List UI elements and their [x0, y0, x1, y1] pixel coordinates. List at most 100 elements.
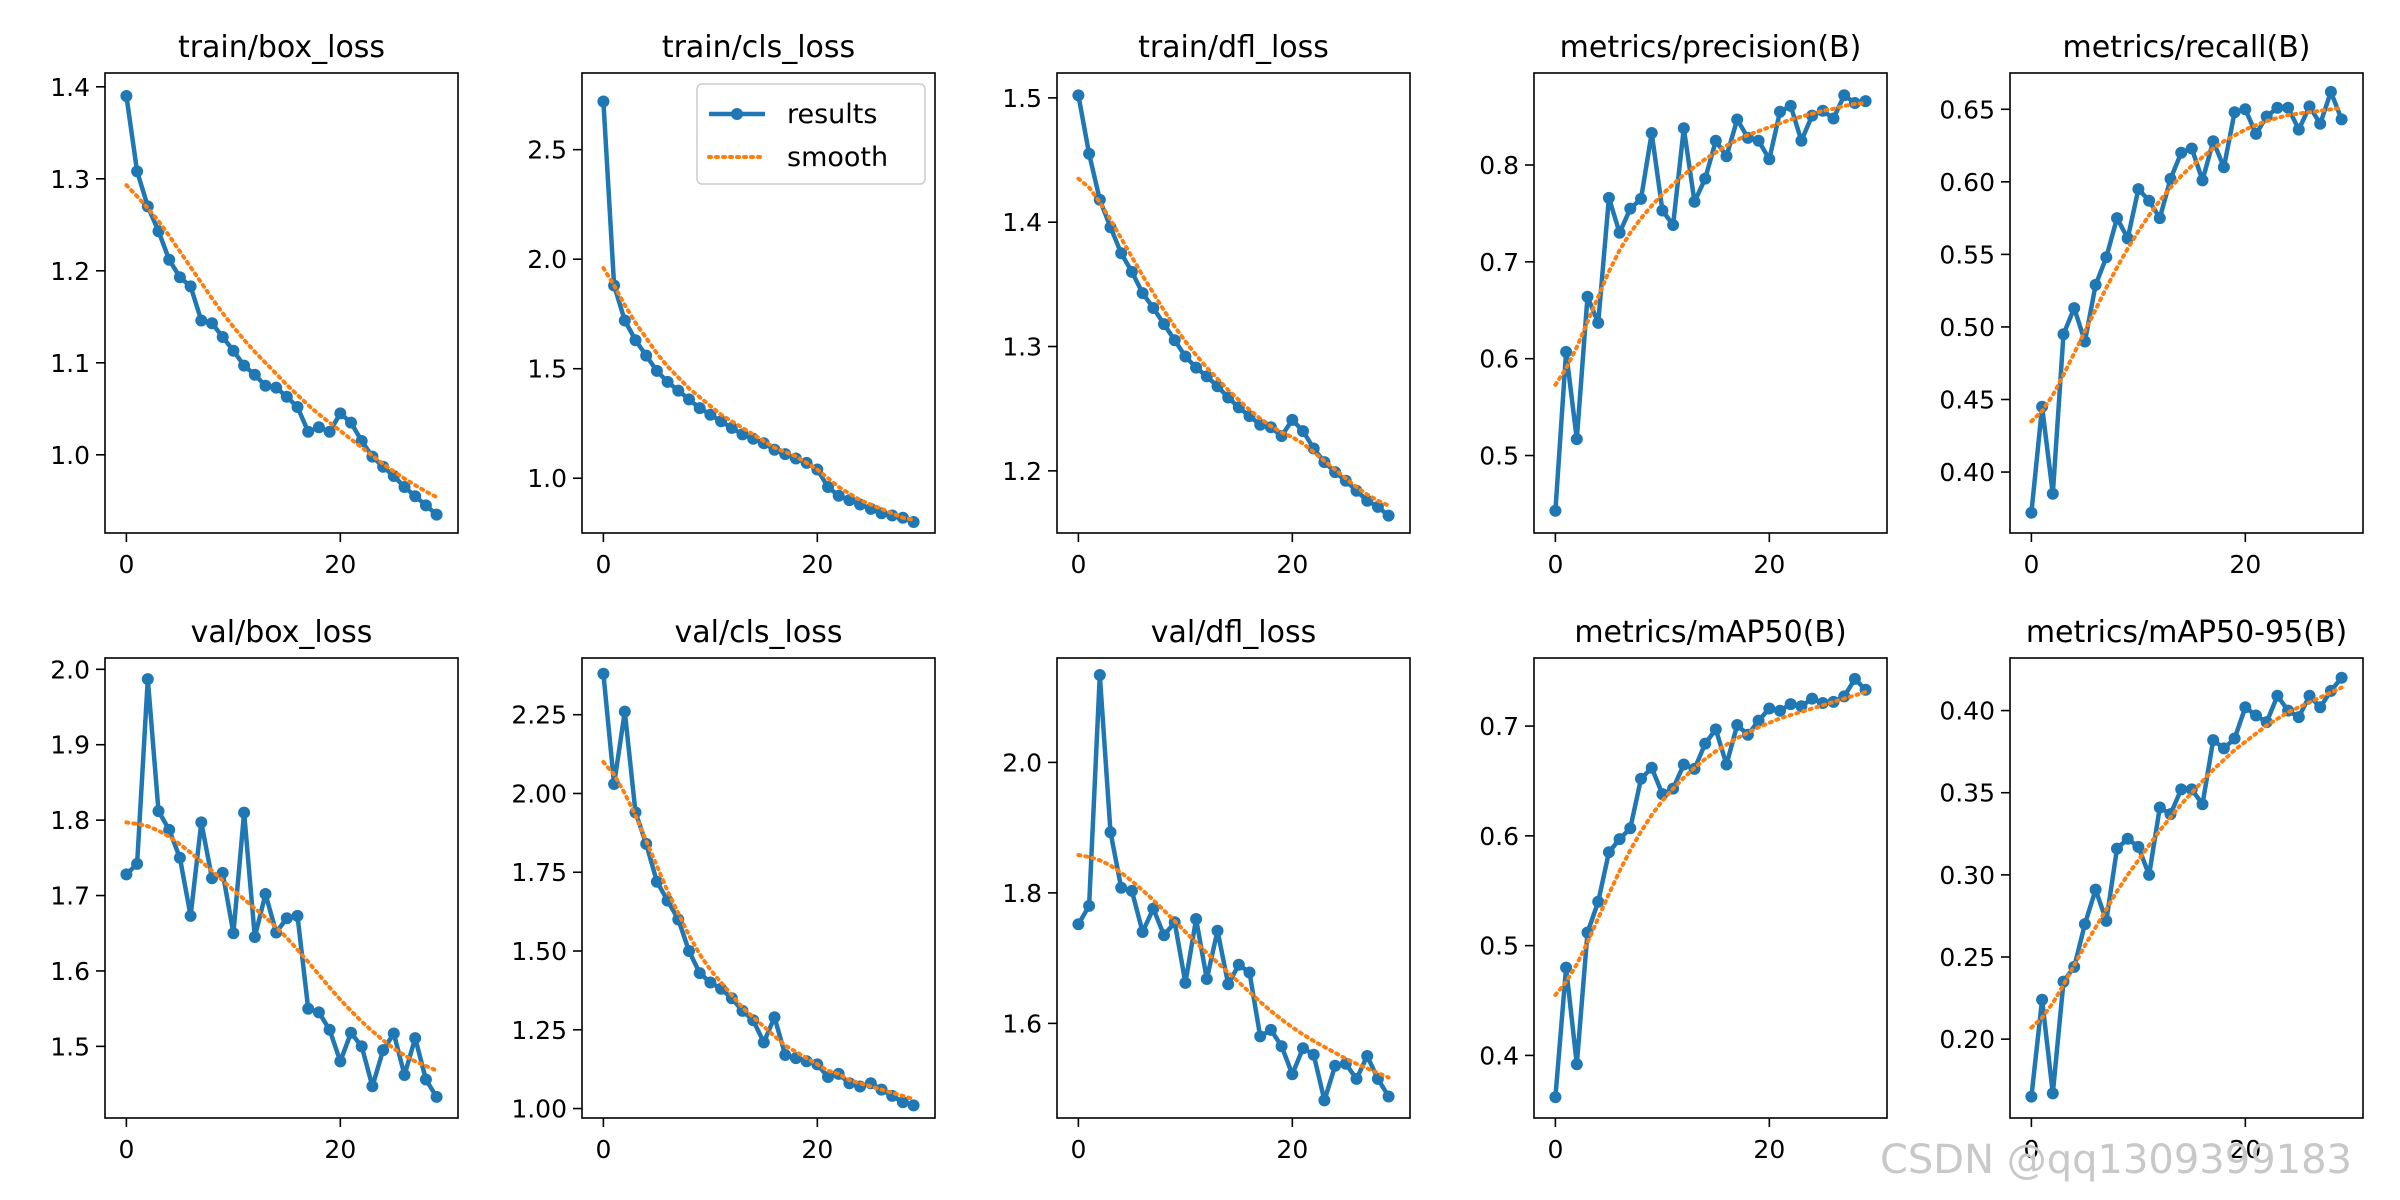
- y-tick-label: 0.7: [1479, 248, 1519, 277]
- y-tick-label: 1.7: [50, 882, 90, 911]
- y-tick-label: 0.55: [1939, 240, 1995, 269]
- results-point: [313, 421, 325, 433]
- results-point: [1721, 150, 1733, 162]
- results-point: [833, 490, 845, 502]
- results-point: [1083, 900, 1095, 912]
- y-tick-label: 0.30: [1939, 861, 1995, 890]
- results-point: [131, 165, 143, 177]
- results-point: [260, 888, 272, 900]
- results-point: [2239, 103, 2251, 115]
- results-point: [249, 369, 261, 381]
- results-point: [1190, 362, 1202, 374]
- results-point: [1158, 929, 1170, 941]
- results-point: [2293, 711, 2305, 723]
- results-point: [1656, 205, 1668, 217]
- results-point: [1286, 414, 1298, 426]
- results-point: [249, 931, 261, 943]
- results-point: [1361, 1050, 1373, 1062]
- smooth-line: [1555, 103, 1865, 385]
- results-point: [726, 422, 738, 434]
- results-point: [1179, 977, 1191, 989]
- results-point: [1774, 106, 1786, 118]
- y-tick-label: 1.50: [511, 937, 567, 966]
- results-point: [769, 1011, 781, 1023]
- results-point: [2175, 783, 2187, 795]
- results-point: [1635, 773, 1647, 785]
- results-point: [1105, 826, 1117, 838]
- results-point: [1646, 127, 1658, 139]
- y-tick-label: 1.8: [1002, 879, 1042, 908]
- chart-title: val/box_loss: [191, 615, 373, 650]
- y-tick-label: 1.2: [50, 257, 90, 286]
- y-tick-label: 1.4: [1002, 208, 1042, 237]
- results-point: [1731, 114, 1743, 126]
- y-tick-label: 1.0: [527, 464, 567, 493]
- results-point: [345, 1027, 357, 1039]
- results-point: [1828, 113, 1840, 125]
- results-point: [619, 706, 631, 718]
- results-point: [431, 509, 443, 521]
- y-tick-label: 0.45: [1939, 385, 1995, 414]
- chart-panel-metrics-precision-b: metrics/precision(B)0 200.50.60.70.8: [1479, 30, 1887, 579]
- results-point: [2122, 833, 2134, 845]
- y-tick-label: 1.5: [527, 355, 567, 384]
- results-point: [597, 668, 609, 680]
- results-point: [1233, 959, 1245, 971]
- y-tick-label: 1.9: [50, 731, 90, 760]
- results-point: [1383, 510, 1395, 522]
- results-point: [185, 280, 197, 292]
- results-point: [779, 1049, 791, 1061]
- results-point: [324, 426, 336, 438]
- x-tick-label: 0: [118, 550, 134, 579]
- results-point: [1383, 1091, 1395, 1103]
- results-point: [758, 1036, 770, 1048]
- results-point: [420, 499, 432, 511]
- results-point: [2186, 783, 2198, 795]
- results-point: [217, 331, 229, 343]
- results-point: [1179, 351, 1191, 363]
- results-point: [163, 254, 175, 266]
- chart-title: metrics/precision(B): [1560, 30, 1862, 65]
- axes-frame: [1057, 658, 1410, 1118]
- results-point: [1582, 291, 1594, 303]
- results-point: [2271, 102, 2283, 114]
- results-point: [2154, 802, 2166, 814]
- y-tick-label: 0.40: [1939, 697, 1995, 726]
- results-line: [1078, 95, 1388, 515]
- results-point: [2143, 869, 2155, 881]
- results-point: [2025, 1091, 2037, 1103]
- y-tick-label: 2.5: [527, 136, 567, 165]
- results-point: [1549, 505, 1561, 517]
- results-point: [1137, 287, 1149, 299]
- results-point: [2293, 124, 2305, 136]
- results-point: [1308, 1049, 1320, 1061]
- y-tick-label: 0.7: [1479, 712, 1519, 741]
- results-point: [2079, 918, 2091, 930]
- results-point: [1329, 1060, 1341, 1072]
- results-point: [1137, 926, 1149, 938]
- results-point: [1635, 193, 1647, 205]
- results-point: [2207, 734, 2219, 746]
- results-point: [2282, 102, 2294, 114]
- chart-panel-val-box-loss: val/box_loss 0 20 1.5 1.6 1.7 1.8 1.9 2.0: [50, 615, 458, 1164]
- smooth-line: [126, 185, 436, 497]
- results-point: [2068, 302, 2080, 314]
- x-tick-label: 20: [1753, 550, 1785, 579]
- results-point: [356, 1040, 368, 1052]
- results-point: [1094, 669, 1106, 681]
- results-point: [2314, 118, 2326, 130]
- results-point: [206, 317, 218, 329]
- results-point: [1276, 1040, 1288, 1052]
- x-tick-label: 0: [1547, 1135, 1563, 1164]
- y-tick-label: 0.65: [1939, 95, 1995, 124]
- results-point: [2325, 86, 2337, 98]
- results-point: [2175, 147, 2187, 159]
- axes-frame: [2010, 658, 2363, 1118]
- results-point: [153, 805, 165, 817]
- y-tick-label: 1.8: [50, 806, 90, 835]
- results-point: [185, 910, 197, 922]
- chart-title: train/dfl_loss: [1138, 30, 1329, 65]
- watermark: CSDN @qq1309399183: [1880, 1137, 2352, 1183]
- y-tick-label: 0.5: [1479, 932, 1519, 961]
- chart-title: metrics/mAP50(B): [1574, 615, 1846, 650]
